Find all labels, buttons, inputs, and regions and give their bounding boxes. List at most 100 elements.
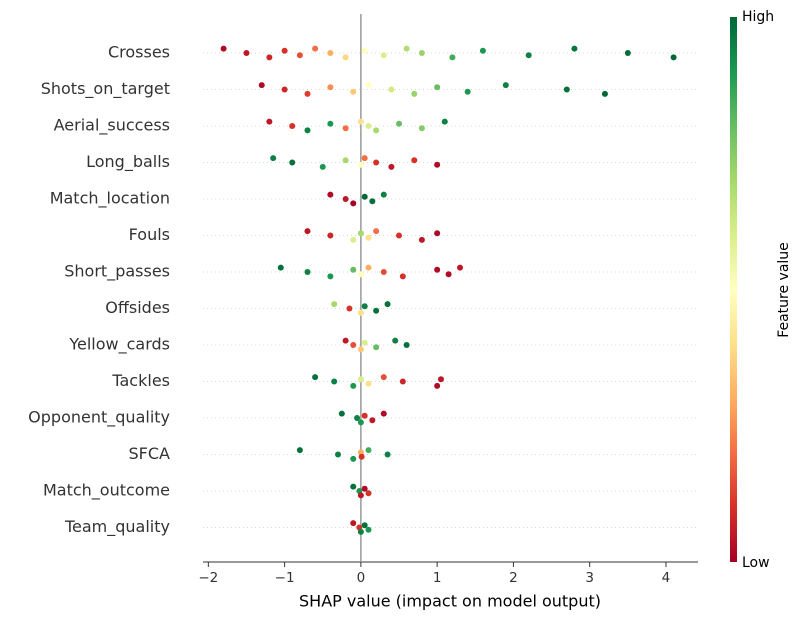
colorbar-low: Low xyxy=(742,555,770,571)
shap-point xyxy=(312,45,319,52)
shap-point xyxy=(327,191,334,198)
shap-point xyxy=(289,159,296,166)
shap-point xyxy=(373,159,380,166)
shap-point xyxy=(479,47,486,54)
feature-label: Offsides xyxy=(105,298,170,317)
feature-label: Match_outcome xyxy=(43,481,170,501)
shap-point xyxy=(331,301,338,308)
shap-point xyxy=(327,232,334,239)
shap-point xyxy=(369,417,376,424)
shap-point xyxy=(357,271,364,278)
shap-point xyxy=(365,526,372,533)
shap-point xyxy=(418,236,425,243)
shap-point xyxy=(327,50,334,56)
shap-point xyxy=(365,490,372,497)
shap-point xyxy=(434,230,441,237)
x-tick-label: 3 xyxy=(585,570,594,586)
shap-point xyxy=(350,342,357,348)
shap-point xyxy=(365,123,372,129)
shap-point xyxy=(335,451,341,458)
shap-point xyxy=(350,236,357,243)
shap-point xyxy=(266,54,273,61)
shap-point xyxy=(350,455,357,462)
shap-point xyxy=(312,374,319,381)
shap-point xyxy=(373,127,380,134)
shap-point xyxy=(399,273,406,280)
shap-point xyxy=(388,163,395,170)
shap-point xyxy=(365,264,372,271)
shap-point xyxy=(281,86,288,93)
shap-point xyxy=(338,410,345,417)
shap-point xyxy=(392,337,399,344)
shap-point xyxy=(357,161,364,168)
shap-point xyxy=(270,155,277,162)
shap-point xyxy=(403,45,410,52)
shap-point xyxy=(304,228,311,235)
colorbar-label: Feature value xyxy=(776,242,792,338)
x-tick-label: 4 xyxy=(662,570,671,586)
shap-point xyxy=(670,54,677,61)
feature-label: Yellow_cards xyxy=(68,335,170,355)
shap-point xyxy=(369,198,376,205)
shap-point xyxy=(296,52,303,59)
x-tick-label: 2 xyxy=(509,570,518,586)
shap-point xyxy=(304,269,311,275)
feature-label: Tackles xyxy=(111,371,170,390)
shap-point xyxy=(327,120,334,127)
shap-point xyxy=(350,266,357,273)
shap-point xyxy=(342,54,349,61)
shap-point xyxy=(357,230,364,237)
shap-point xyxy=(354,415,361,421)
shap-point xyxy=(281,47,288,54)
shap-point xyxy=(357,346,364,353)
shap-point xyxy=(418,50,425,56)
shap-point xyxy=(350,88,357,95)
shap-point xyxy=(365,447,372,454)
shap-point xyxy=(571,45,578,52)
shap-point xyxy=(373,228,380,235)
shap-point xyxy=(350,200,357,207)
x-tick-label: 0 xyxy=(357,570,366,586)
shap-point xyxy=(434,382,441,389)
shap-point xyxy=(411,157,418,164)
feature-label: Team_quality xyxy=(64,517,170,537)
shap-point xyxy=(357,419,364,426)
x-tick-label: −1 xyxy=(275,570,295,586)
shap-point xyxy=(384,451,391,458)
shap-point xyxy=(258,82,265,89)
shap-point xyxy=(357,376,364,383)
shap-point xyxy=(331,378,338,385)
shap-point xyxy=(357,492,364,499)
shap-point xyxy=(220,45,227,52)
shap-point xyxy=(350,382,357,389)
shap-point xyxy=(434,266,441,273)
shap-point xyxy=(342,157,349,164)
shap-point xyxy=(361,155,368,162)
shap-point xyxy=(289,123,296,129)
shap-point xyxy=(464,88,471,95)
shap-point xyxy=(327,84,334,91)
feature-label: Short_passes xyxy=(64,262,170,282)
shap-point xyxy=(350,520,357,527)
shap-point xyxy=(296,447,303,454)
feature-label: Aerial_success xyxy=(54,116,170,136)
colorbar-high: High xyxy=(742,9,774,25)
shap-point xyxy=(277,264,284,271)
shap-point xyxy=(380,269,387,275)
x-tick-label: 1 xyxy=(433,570,442,586)
shap-point xyxy=(525,52,532,59)
shap-point xyxy=(373,307,380,314)
shap-point xyxy=(342,337,349,344)
feature-label: Shots_on_target xyxy=(41,79,170,99)
shap-point xyxy=(304,127,311,134)
shap-point xyxy=(441,118,448,125)
shap-point xyxy=(361,339,368,346)
x-axis-label: SHAP value (impact on model output) xyxy=(299,592,601,611)
shap-point xyxy=(449,54,456,61)
shap-point xyxy=(304,90,311,97)
feature-label: Fouls xyxy=(129,225,170,244)
shap-point xyxy=(434,84,441,91)
feature-label: Opponent_quality xyxy=(28,408,170,428)
feature-label: SFCA xyxy=(129,444,171,463)
